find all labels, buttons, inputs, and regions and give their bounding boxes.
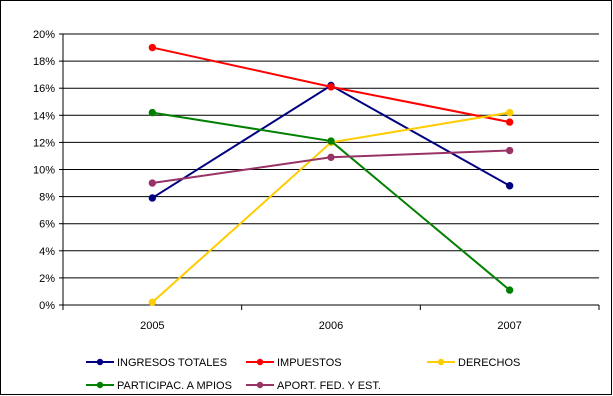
- x-tick-label: 2006: [319, 320, 343, 332]
- y-tick-label: 2%: [39, 273, 55, 285]
- y-tick-label: 16%: [33, 83, 55, 95]
- legend: INGRESOS TOTALES IMPUESTOS DERECHOS PARTICI…: [86, 357, 520, 392]
- legend-swatch-marker: [437, 358, 445, 366]
- axes: 0% 2% 4% 6% 8% 10% 12% 14% 16% 18% 20% 2005 2006 2007: [33, 29, 600, 332]
- y-tick-label: 14%: [33, 110, 55, 122]
- data-point: [505, 118, 514, 126]
- y-tick-label: 12%: [33, 137, 55, 149]
- y-tick-label: 4%: [39, 246, 55, 258]
- legend-swatch-marker: [96, 381, 104, 389]
- x-tick-label: 2007: [497, 320, 521, 332]
- data-point: [327, 137, 335, 145]
- legend-swatch-marker: [256, 381, 264, 389]
- data-point: [148, 194, 157, 202]
- y-tick-label: 8%: [39, 192, 55, 204]
- data-point: [148, 108, 157, 117]
- series: [148, 43, 514, 306]
- data-point: [327, 153, 335, 162]
- legend-swatch-marker: [96, 358, 104, 366]
- y-tick-label: 10%: [33, 165, 55, 177]
- x-tick-label: 2005: [140, 320, 164, 332]
- legend-label: INGRESOS TOTALES: [117, 357, 227, 369]
- data-point: [148, 179, 157, 187]
- data-point: [505, 286, 514, 294]
- data-point: [505, 108, 514, 117]
- y-tick-label: 18%: [33, 56, 55, 68]
- y-tick-label: 6%: [39, 219, 55, 231]
- legend-label: DERECHOS: [458, 357, 520, 369]
- data-point: [505, 146, 514, 155]
- y-tick-label: 0%: [39, 300, 55, 312]
- legend-swatch-marker: [256, 358, 264, 366]
- data-point: [148, 43, 157, 52]
- data-point: [505, 182, 514, 190]
- legend-label: PARTICIPAC. A MPIOS: [117, 380, 232, 392]
- legend-label: APORT. FED. Y EST.: [277, 380, 381, 392]
- data-point: [148, 298, 157, 306]
- y-tick-label: 20%: [33, 29, 55, 41]
- legend-label: IMPUESTOS: [277, 357, 342, 369]
- data-point: [327, 83, 335, 91]
